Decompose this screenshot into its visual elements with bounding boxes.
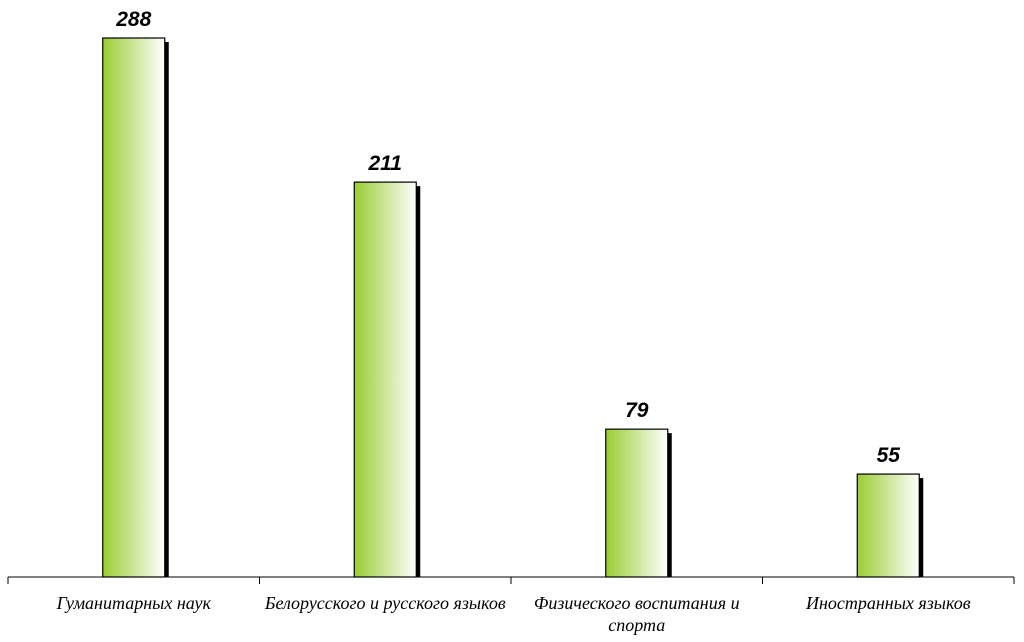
value-label: 55 xyxy=(877,444,901,467)
value-label: 211 xyxy=(368,152,402,175)
x-tick-label: Иностранных языков xyxy=(805,593,971,613)
x-tick-label: Физического воспитания и спорта xyxy=(533,593,740,635)
value-label: 288 xyxy=(115,8,151,31)
x-tick-label: Гуманитарных наук xyxy=(56,593,211,613)
x-tick-label: Белорусского и русского языков xyxy=(264,593,506,613)
bar xyxy=(353,181,417,578)
bar xyxy=(856,473,920,578)
bar xyxy=(102,37,166,578)
bar xyxy=(605,428,669,578)
value-label: 79 xyxy=(625,399,649,422)
